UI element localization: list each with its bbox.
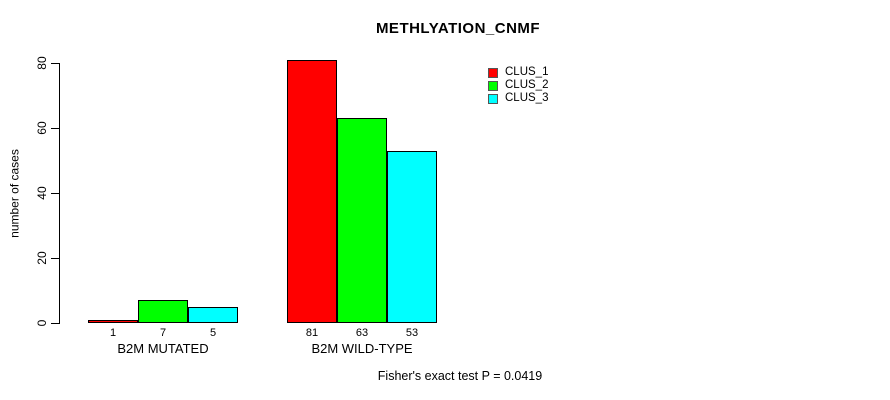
legend-item: CLUS_2	[488, 79, 548, 92]
y-axis-line	[59, 63, 60, 324]
y-tick-mark	[51, 323, 59, 324]
bar-value-label: 7	[159, 327, 167, 339]
y-tick-mark	[51, 128, 59, 129]
chart-title: METHLYATION_CNMF	[375, 20, 541, 37]
bar-value-label: 53	[405, 327, 419, 339]
bar-clus_2-2	[337, 118, 387, 323]
legend-item-label: CLUS_2	[505, 79, 549, 91]
category-label: B2M WILD-TYPE	[311, 341, 413, 356]
y-tick-label: 40	[35, 186, 49, 200]
legend-item: CLUS_3	[488, 92, 548, 105]
legend: CLUS_1 CLUS_2 CLUS_3	[488, 66, 548, 105]
bar-clus_3-1	[188, 307, 238, 323]
y-tick-label: 0	[35, 319, 49, 327]
bar-clus_2-1	[138, 300, 188, 323]
stat-annotation: Fisher's exact test P = 0.0419	[377, 369, 543, 383]
legend-item: CLUS_1	[488, 66, 548, 79]
y-tick-label: 60	[35, 121, 49, 135]
legend-swatch-clus_3	[488, 93, 498, 104]
bar-value-label: 63	[355, 327, 369, 339]
bar-value-label: 5	[209, 327, 217, 339]
bar-value-label: 1	[109, 327, 117, 339]
y-tick-label: 20	[35, 251, 49, 265]
legend-item-label: CLUS_3	[505, 92, 549, 104]
legend-swatch-clus_1	[488, 67, 498, 78]
category-label: B2M MUTATED	[117, 341, 209, 356]
y-tick-mark	[51, 63, 59, 64]
y-tick-mark	[51, 258, 59, 259]
bar-clus_1-2	[287, 60, 337, 323]
y-tick-mark	[51, 193, 59, 194]
bar-value-label: 81	[305, 327, 319, 339]
bar-clus_1-1	[88, 320, 138, 323]
legend-swatch-clus_2	[488, 80, 498, 91]
y-axis-label: number of cases	[7, 149, 22, 238]
y-tick-label: 80	[35, 56, 49, 70]
bar-clus_3-2	[387, 151, 437, 323]
legend-item-label: CLUS_1	[505, 66, 549, 78]
